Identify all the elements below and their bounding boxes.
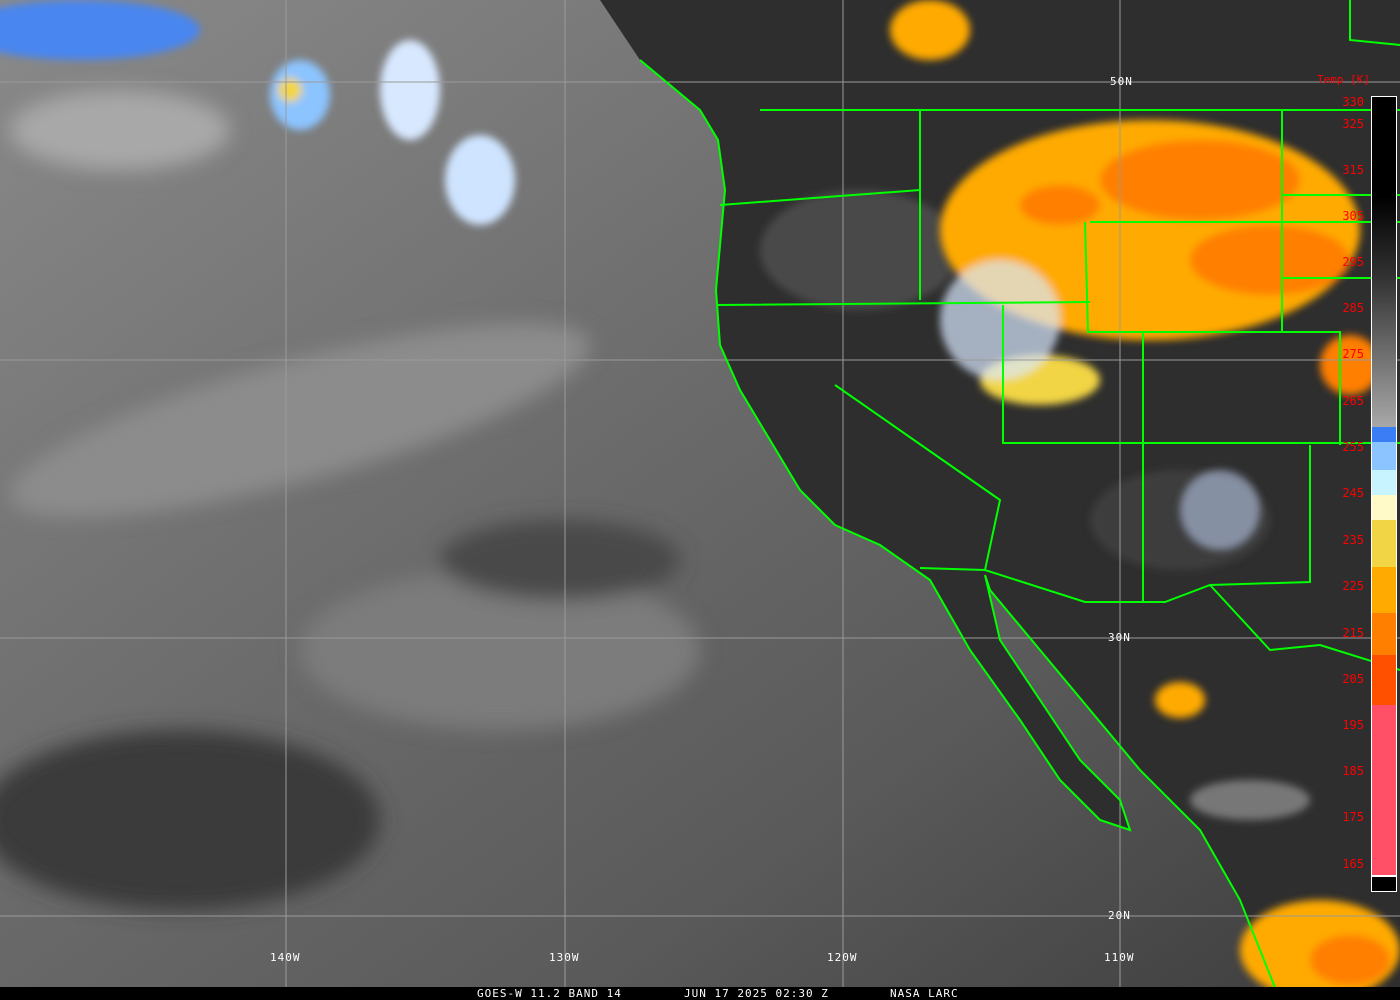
colorbar-tick-label: 275 <box>1342 347 1364 361</box>
colorbar-tick-label: 225 <box>1342 579 1364 593</box>
colorbar-tick-label: 295 <box>1342 255 1364 269</box>
colorbar-tick-label: 285 <box>1342 301 1364 315</box>
lat-label: 30N <box>1108 631 1131 644</box>
colorbar-tick-label: 205 <box>1342 672 1364 686</box>
colorbar-tick-label: 305 <box>1342 209 1364 223</box>
colorbar-tick-label: 215 <box>1342 626 1364 640</box>
credit: NASA LARC <box>890 987 959 1000</box>
caption-bar: GOES-W 11.2 BAND 14 JUN 17 2025 02:30 Z … <box>0 987 1400 1000</box>
colorbar-tick-label: 315 <box>1342 163 1364 177</box>
colorbar-tick-label: 175 <box>1342 810 1364 824</box>
lon-label: 120W <box>827 951 858 964</box>
colorbar-tick-label: 185 <box>1342 764 1364 778</box>
colorbar-tick-label: 195 <box>1342 718 1364 732</box>
colorbar-tick-label: 255 <box>1342 440 1364 454</box>
coastline <box>639 59 1281 1000</box>
colorbar-tick-label: 165 <box>1342 857 1364 871</box>
colorbar-title: Temp [K] <box>1317 73 1370 86</box>
lat-label: 50N <box>1110 75 1133 88</box>
lon-label: 140W <box>270 951 301 964</box>
lon-label: 110W <box>1104 951 1135 964</box>
colorbar-tick-label: 235 <box>1342 533 1364 547</box>
lon-label: 130W <box>549 951 580 964</box>
colorbar-tick-label: 265 <box>1342 394 1364 408</box>
lat-label: 20N <box>1108 909 1131 922</box>
political-borders <box>639 0 1400 1000</box>
colorbar-tick-label: 325 <box>1342 117 1364 131</box>
temperature-colorbar <box>1371 96 1397 892</box>
satellite-band: GOES-W 11.2 BAND 14 <box>477 987 622 1000</box>
ocean-cloud-texture <box>0 90 700 910</box>
colorbar-tick-label: 330 <box>1342 95 1364 109</box>
colorbar-tick-label: 245 <box>1342 486 1364 500</box>
timestamp: JUN 17 2025 02:30 Z <box>684 987 829 1000</box>
